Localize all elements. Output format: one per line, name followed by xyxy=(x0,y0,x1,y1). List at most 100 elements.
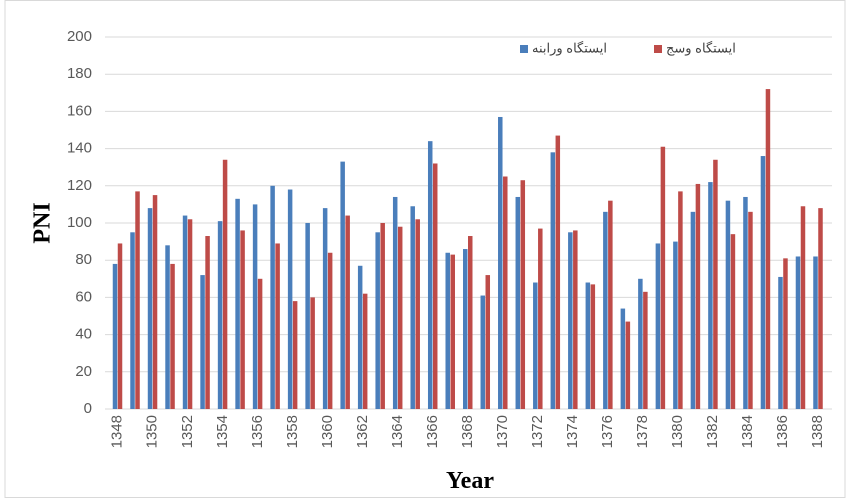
x-tick-label: 1360 xyxy=(319,415,336,448)
bar xyxy=(322,208,328,409)
bar xyxy=(643,291,648,409)
x-tick-label: 1374 xyxy=(564,415,581,448)
bar xyxy=(147,208,153,409)
bar xyxy=(270,185,275,409)
x-tick-label: 1372 xyxy=(529,415,546,448)
bar xyxy=(463,249,468,409)
bar xyxy=(357,265,363,409)
y-axis-title: PNI xyxy=(30,202,56,243)
y-tick-label: 160 xyxy=(67,102,92,119)
bar xyxy=(695,183,701,409)
bar xyxy=(345,215,350,409)
bar xyxy=(222,159,228,409)
bar xyxy=(485,275,491,409)
bar xyxy=(760,156,766,409)
bar xyxy=(165,245,170,409)
bar xyxy=(200,275,205,409)
bar xyxy=(778,276,783,409)
y-tick-label: 200 xyxy=(67,28,92,45)
x-tick-label: 1354 xyxy=(214,415,231,448)
bar xyxy=(608,200,613,409)
legend-label: ایستگاه ورابنه xyxy=(532,40,607,56)
x-tick-label: 1356 xyxy=(249,415,266,448)
bar xyxy=(170,263,175,409)
bar xyxy=(152,195,158,409)
x-tick-label: 1378 xyxy=(634,415,651,448)
bar xyxy=(362,293,368,409)
bar xyxy=(743,196,748,409)
y-tick-label: 0 xyxy=(84,400,92,417)
bar xyxy=(708,182,713,409)
bar xyxy=(327,252,333,409)
chart-frame xyxy=(4,0,846,498)
x-tick-label: 1350 xyxy=(144,415,161,448)
bar xyxy=(392,196,398,409)
x-tick-label: 1366 xyxy=(424,415,441,448)
bar xyxy=(590,284,596,409)
legend-swatch xyxy=(654,45,662,53)
bar xyxy=(725,200,731,409)
y-tick-label: 60 xyxy=(75,288,92,305)
bar xyxy=(117,243,123,409)
bar xyxy=(340,161,345,409)
x-tick-label: 1362 xyxy=(354,415,371,448)
bar xyxy=(568,232,573,409)
bar xyxy=(813,256,818,409)
bar xyxy=(538,228,543,409)
legend-swatch xyxy=(520,45,528,53)
bar xyxy=(730,234,736,409)
x-tick-label: 1382 xyxy=(704,415,721,448)
bar xyxy=(130,232,135,409)
bar xyxy=(445,252,450,409)
bar xyxy=(800,206,806,409)
x-tick-label: 1386 xyxy=(774,415,791,448)
bar xyxy=(275,243,280,409)
bar xyxy=(427,141,433,409)
bar xyxy=(573,230,578,409)
bar xyxy=(187,219,193,409)
y-tick-label: 140 xyxy=(67,140,92,157)
bar xyxy=(678,191,683,409)
x-axis-title: Year xyxy=(446,468,494,494)
x-tick-label: 1364 xyxy=(389,415,406,448)
bar xyxy=(713,159,718,409)
bar xyxy=(795,256,801,409)
bar xyxy=(182,215,188,409)
x-tick-label: 1370 xyxy=(494,415,511,448)
y-tick-label: 20 xyxy=(75,363,92,380)
x-tick-label: 1368 xyxy=(459,415,476,448)
x-tick-label: 1358 xyxy=(284,415,301,448)
x-tick-label: 1380 xyxy=(669,415,686,448)
bar xyxy=(515,196,521,409)
y-tick-label: 40 xyxy=(75,326,92,343)
x-tick-label: 1352 xyxy=(179,415,196,448)
bar xyxy=(555,135,561,409)
bar xyxy=(783,258,788,409)
bar xyxy=(550,152,556,409)
bar xyxy=(287,189,293,409)
bar xyxy=(625,321,631,409)
bar xyxy=(748,211,753,409)
x-tick-label: 1388 xyxy=(809,415,826,448)
bar xyxy=(305,223,310,409)
bar xyxy=(498,116,503,409)
bar xyxy=(620,308,626,409)
bar xyxy=(240,230,245,409)
bar xyxy=(450,254,455,409)
y-tick-label: 80 xyxy=(75,251,92,268)
bar xyxy=(533,282,538,409)
bar xyxy=(503,176,508,409)
bar xyxy=(375,232,380,409)
bar xyxy=(415,219,420,409)
legend-label: ایستگاه وسج xyxy=(666,40,736,56)
bar xyxy=(690,211,696,409)
bar xyxy=(380,223,385,409)
bar xyxy=(818,208,823,409)
y-tick-label: 120 xyxy=(67,177,92,194)
bar xyxy=(410,206,415,409)
bar xyxy=(217,221,223,409)
bar xyxy=(432,163,438,409)
bar xyxy=(205,236,210,409)
bar xyxy=(252,204,258,409)
